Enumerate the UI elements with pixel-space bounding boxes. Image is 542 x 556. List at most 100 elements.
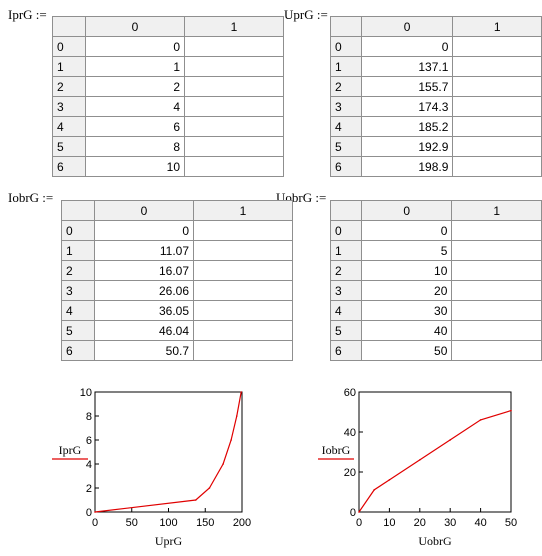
data-point: [358, 511, 360, 513]
matrix-value-cell[interactable]: 50: [361, 340, 453, 361]
matrix-row-index: 3: [52, 96, 86, 117]
matrix-table-iobrg[interactable]: 0 1 0 0 1 11.07 2 16.07 3 26.06 4 36.05 5 46.04 6 50.7: [61, 200, 293, 361]
matrix-value-cell[interactable]: 16.07: [94, 260, 194, 281]
matrix-row-index: 2: [330, 76, 362, 97]
plot-area-frame: [94, 391, 243, 513]
plot-iobrg-vs-uobrg[interactable]: 0 10 20 30 40 50 0 20 40 60 UobrG IobrG: [271, 380, 542, 556]
matrix-row: 5 192.9: [330, 136, 542, 157]
x-tick-label: 0: [92, 517, 98, 529]
matrix-value-cell[interactable]: 1: [85, 56, 185, 77]
matrix-value-cell[interactable]: 11.07: [94, 240, 194, 261]
matrix-table-uobrg[interactable]: 0 1 0 0 1 5 2 10 3 20 4 30 5 40 6 50: [329, 200, 542, 361]
matrix-value-cell[interactable]: 174.3: [360, 96, 454, 117]
data-point: [230, 439, 232, 441]
matrix-value-cell[interactable]: 2: [85, 76, 185, 97]
matrix-value-cell[interactable]: 0: [360, 36, 454, 57]
matrix-empty-cell[interactable]: [452, 96, 542, 117]
matrix-row: 6 198.9: [330, 156, 542, 177]
matrix-row-index: 5: [61, 320, 95, 341]
y-axis-label: IobrG: [322, 443, 351, 457]
x-tick-label: 100: [159, 517, 177, 529]
matrix-empty-cell[interactable]: [452, 156, 542, 177]
matrix-row: 4 185.2: [330, 116, 542, 137]
matrix-empty-cell[interactable]: [451, 240, 542, 261]
y-tick-label: 0: [350, 507, 356, 519]
matrix-empty-cell[interactable]: [184, 96, 284, 117]
matrix-value-cell[interactable]: 26.06: [94, 280, 194, 301]
var-label-iprg: IprG :=: [8, 7, 47, 22]
matrix-empty-cell[interactable]: [451, 220, 542, 241]
matrix-empty-cell[interactable]: [452, 36, 542, 57]
matrix-value-cell[interactable]: 30: [361, 300, 453, 321]
data-point: [208, 487, 211, 489]
data-point: [419, 459, 421, 461]
matrix-empty-cell[interactable]: [193, 300, 293, 321]
matrix-empty-cell[interactable]: [451, 320, 542, 341]
matrix-row: 2 10: [329, 260, 542, 281]
matrix-corner-cell: [330, 16, 362, 37]
matrix-value-cell[interactable]: 10: [361, 260, 453, 281]
matrix-empty-cell[interactable]: [452, 56, 542, 77]
matrix-empty-cell[interactable]: [184, 56, 284, 77]
matrix-value-cell[interactable]: 8: [85, 136, 185, 157]
matrix-value-cell[interactable]: 0: [85, 36, 185, 57]
matrix-value-cell[interactable]: 46.04: [94, 320, 194, 341]
matrix-empty-cell[interactable]: [193, 280, 293, 301]
matrix-empty-cell[interactable]: [184, 116, 284, 137]
matrix-empty-cell[interactable]: [184, 76, 284, 97]
matrix-value-cell[interactable]: 4: [85, 96, 185, 117]
plot-iprg-vs-uprg[interactable]: 0 50 100 150 200 0 2 4 6 8 10 UprG IprG: [0, 380, 271, 556]
matrix-empty-cell[interactable]: [184, 136, 284, 157]
matrix-empty-cell[interactable]: [184, 36, 284, 57]
matrix-empty-cell[interactable]: [193, 240, 293, 261]
matrix-value-cell[interactable]: 155.7: [360, 76, 454, 97]
matrix-row: 3 174.3: [330, 96, 542, 117]
matrix-empty-cell[interactable]: [193, 340, 293, 361]
y-tick-label: 2: [86, 483, 92, 495]
matrix-row-index: 0: [330, 36, 362, 57]
matrix-empty-cell[interactable]: [451, 260, 542, 281]
matrix-value-cell[interactable]: 10: [85, 156, 185, 177]
matrix-row-index: 6: [61, 340, 95, 361]
matrix-value-cell[interactable]: 40: [361, 320, 453, 341]
x-tick-label: 200: [233, 517, 251, 529]
matrix-value-cell[interactable]: 137.1: [360, 56, 454, 77]
x-tick-label: 10: [383, 517, 395, 529]
matrix-empty-cell[interactable]: [193, 220, 293, 241]
data-point: [388, 479, 391, 481]
matrix-empty-cell[interactable]: [452, 136, 542, 157]
y-tick-label: 40: [344, 427, 356, 439]
matrix-empty-cell[interactable]: [193, 260, 293, 281]
matrix-row-index: 4: [330, 116, 362, 137]
matrix-empty-cell[interactable]: [451, 300, 542, 321]
y-tick-label: 20: [344, 467, 356, 479]
matrix-empty-cell[interactable]: [451, 280, 542, 301]
data-point: [194, 499, 197, 501]
matrix-value-cell[interactable]: 6: [85, 116, 185, 137]
matrix-corner-cell: [61, 200, 95, 221]
matrix-value-cell[interactable]: 0: [361, 220, 453, 241]
matrix-empty-cell[interactable]: [193, 320, 293, 341]
matrix-row-index: 4: [61, 300, 95, 321]
matrix-table-iprg[interactable]: 0 1 0 0 1 1 2 2 3 4 4 6 5 8 6 10: [52, 16, 284, 177]
matrix-empty-cell[interactable]: [452, 76, 542, 97]
matrix-row: 1 11.07: [61, 240, 293, 261]
matrix-empty-cell[interactable]: [184, 156, 284, 177]
matrix-value-cell[interactable]: 185.2: [360, 116, 454, 137]
matrix-value-cell[interactable]: 192.9: [360, 136, 454, 157]
matrix-row-index: 2: [61, 260, 95, 281]
matrix-value-cell[interactable]: 50.7: [94, 340, 194, 361]
matrix-table-uprg[interactable]: 0 1 0 0 1 137.1 2 155.7 3 174.3 4 185.2 5 192.9 6 198.9: [330, 16, 542, 177]
matrix-value-cell[interactable]: 198.9: [360, 156, 454, 177]
matrix-value-cell[interactable]: 0: [94, 220, 194, 241]
matrix-empty-cell[interactable]: [452, 116, 542, 137]
matrix-value-cell[interactable]: 36.05: [94, 300, 194, 321]
matrix-empty-cell[interactable]: [451, 340, 542, 361]
x-axis-label: UobrG: [418, 534, 452, 548]
matrix-value-cell[interactable]: 20: [361, 280, 453, 301]
matrix-row-index: 2: [52, 76, 86, 97]
matrix-value-cell[interactable]: 5: [361, 240, 453, 261]
